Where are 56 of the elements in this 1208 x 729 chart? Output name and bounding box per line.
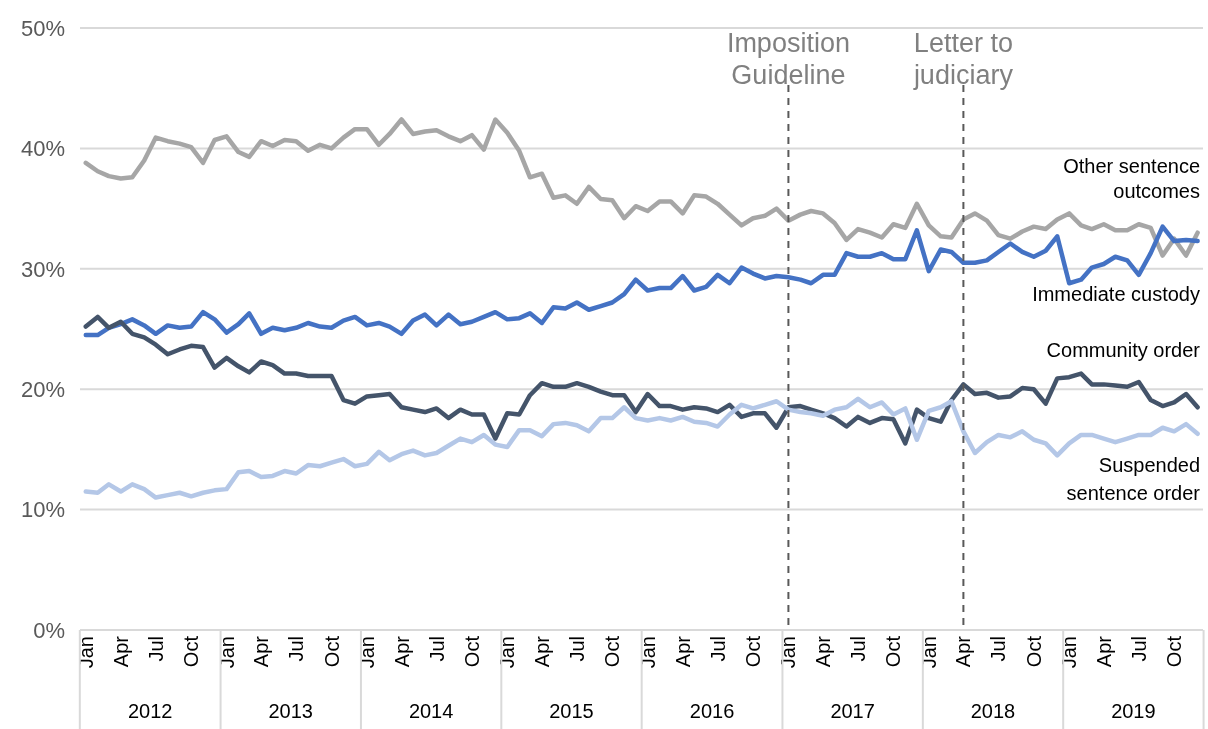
ref-line-label: Letter to judiciary bbox=[912, 28, 1014, 90]
text: 2015 bbox=[549, 700, 594, 722]
text: 2014 bbox=[408, 700, 454, 722]
x-tick-label: Oct bbox=[460, 635, 483, 668]
x-tick-label: Jan bbox=[1058, 636, 1081, 669]
x-tick-label: Oct bbox=[882, 635, 905, 668]
text: 2019 bbox=[1111, 700, 1156, 722]
x-tick-label: Jul bbox=[565, 636, 588, 662]
x-tick-label: Jan bbox=[496, 636, 519, 669]
x-tick-label: Jan bbox=[636, 636, 659, 669]
line-series bbox=[83, 117, 1200, 258]
x-tick-label: Oct bbox=[180, 635, 203, 668]
x-tick-label: Apr bbox=[1092, 635, 1115, 668]
line-series bbox=[83, 224, 1200, 338]
x-tick-label: Apr bbox=[952, 635, 975, 668]
y-tick-label: 30% bbox=[20, 256, 65, 282]
y-tick-label: 20% bbox=[20, 376, 65, 402]
x-tick-label: Jul bbox=[1127, 636, 1150, 662]
x-tick-label: Apr bbox=[812, 635, 835, 668]
x-tick-label: Jan bbox=[215, 636, 238, 669]
text: 2018 bbox=[970, 700, 1016, 722]
x-tick-label: Jul bbox=[144, 636, 167, 662]
x-tick-label: Jul bbox=[847, 636, 870, 662]
series-label: Suspended sentence order bbox=[1066, 453, 1201, 504]
x-tick-label: Oct bbox=[1163, 635, 1186, 668]
series-label: Other sentence outcomes bbox=[1063, 154, 1200, 202]
x-tick-label: Jan bbox=[355, 636, 378, 669]
text: 2017 bbox=[830, 700, 875, 722]
series-label: Immediate custody bbox=[1032, 283, 1200, 306]
line-series bbox=[83, 396, 1200, 500]
y-tick-label: 50% bbox=[20, 15, 65, 41]
x-tick-label: Apr bbox=[109, 635, 132, 668]
text: 2016 bbox=[689, 700, 735, 722]
x-tick-label: Jan bbox=[777, 636, 800, 669]
text: 2012 bbox=[127, 700, 173, 722]
x-tick-label: Apr bbox=[390, 635, 413, 668]
ref-line-label: Imposition Guideline bbox=[726, 28, 850, 90]
line-series bbox=[83, 314, 1200, 446]
x-tick-label: Apr bbox=[671, 635, 694, 668]
x-tick-label: Oct bbox=[601, 635, 624, 668]
x-tick-label: Jan bbox=[917, 636, 940, 669]
x-tick-label: Jul bbox=[425, 636, 448, 662]
y-tick-label: 0% bbox=[33, 617, 65, 643]
text: 2013 bbox=[268, 700, 313, 722]
y-tick-label: 10% bbox=[20, 497, 65, 523]
x-tick-label: Jul bbox=[987, 636, 1010, 662]
x-tick-label: Apr bbox=[250, 635, 273, 668]
x-tick-label: Jul bbox=[285, 636, 308, 662]
x-tick-label: Jul bbox=[706, 636, 729, 662]
y-tick-label: 40% bbox=[20, 136, 65, 162]
x-tick-label: Oct bbox=[742, 635, 765, 668]
x-tick-label: Oct bbox=[1022, 635, 1045, 668]
series-label: Community order bbox=[1046, 339, 1201, 362]
x-tick-label: Apr bbox=[530, 635, 553, 668]
x-tick-label: Oct bbox=[320, 635, 343, 668]
x-tick-label: Jan bbox=[74, 636, 97, 669]
